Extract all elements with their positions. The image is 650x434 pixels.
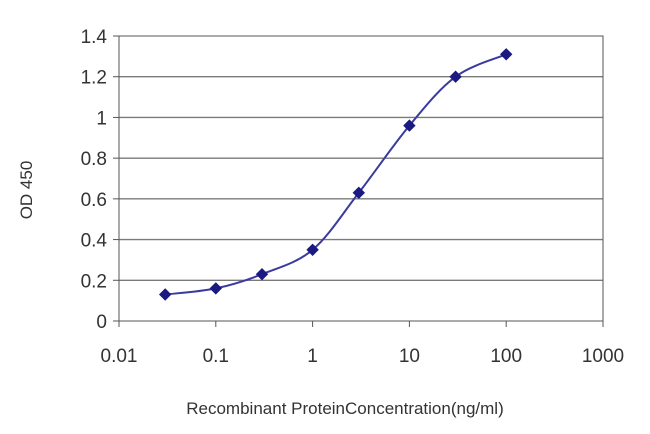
- series-line: [165, 53, 507, 296]
- x-tick-label: 0.01: [101, 346, 138, 367]
- y-tick-label: 0.8: [81, 149, 107, 170]
- x-tick-label: 10: [399, 346, 420, 367]
- y-tick-label: 0.6: [81, 190, 107, 211]
- plot-area-frame: [118, 35, 604, 322]
- data-point: [499, 48, 513, 61]
- x-axis-ticks: 0.01 0.1 1 10 100 1000: [101, 321, 624, 367]
- y-tick-label: 1.4: [81, 27, 108, 48]
- y-axis-ticks: 0 0.2 0.4 0.6 0.8 1 1.2 1.4: [81, 27, 119, 333]
- series-layer: [158, 48, 513, 301]
- data-point: [255, 267, 269, 281]
- y-tick-label: 0.4: [81, 231, 108, 252]
- x-tick-label: 1000: [582, 346, 624, 367]
- x-axis-title: Recombinant ProteinConcentration(ng/ml): [186, 399, 504, 418]
- data-point: [403, 119, 416, 132]
- y-tick-label: 0: [96, 312, 107, 333]
- x-tick-label: 100: [490, 346, 522, 367]
- data-point: [352, 186, 366, 200]
- data-point: [209, 282, 223, 295]
- x-tick-label: 0.1: [203, 346, 229, 367]
- gridlines: [119, 76, 603, 281]
- y-axis-title: OD 450: [17, 161, 36, 220]
- y-tick-label: 1.2: [81, 68, 107, 89]
- y-tick-label: 0.2: [81, 271, 107, 292]
- x-tick-label: 1: [307, 346, 318, 367]
- data-point: [306, 243, 319, 257]
- data-point: [449, 70, 462, 83]
- data-point: [158, 288, 172, 301]
- y-tick-label: 1: [96, 108, 107, 129]
